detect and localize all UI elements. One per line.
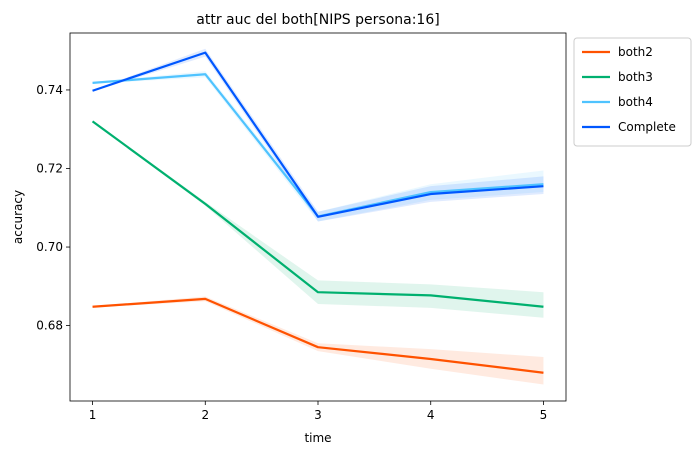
x-tick-label: 3 <box>314 408 322 422</box>
x-tick-label: 4 <box>427 408 435 422</box>
y-tick-label: 0.70 <box>36 240 63 254</box>
series-line-both2 <box>92 297 544 374</box>
chart-title: attr auc del both[NIPS persona:16] <box>196 12 439 28</box>
x-tick-label: 1 <box>89 408 97 422</box>
legend-label-both3: both3 <box>618 70 653 84</box>
band-both3 <box>92 120 544 318</box>
x-axis-label: time <box>304 431 331 445</box>
legend-box <box>573 37 692 147</box>
series-line-both3 <box>91 120 544 308</box>
band-both2 <box>92 296 544 385</box>
band-both4 <box>92 71 544 222</box>
y-tick-label: 0.72 <box>36 161 63 175</box>
legend: both2 both3 both4 Complete <box>573 37 692 147</box>
x-tick-label: 5 <box>540 408 548 422</box>
x-axis: 1 2 3 4 5 <box>89 401 548 422</box>
y-tick-label: 0.74 <box>36 83 63 97</box>
y-axis: 0.68 0.70 0.72 0.74 <box>36 83 70 333</box>
band-complete <box>92 48 544 222</box>
confidence-bands <box>92 48 544 385</box>
y-axis-label: accuracy <box>11 190 25 244</box>
legend-label-both2: both2 <box>618 45 653 59</box>
legend-label-both4: both4 <box>618 95 653 109</box>
x-tick-label: 2 <box>201 408 209 422</box>
series-line-complete <box>92 51 544 218</box>
legend-label-complete: Complete <box>618 120 676 134</box>
y-tick-label: 0.68 <box>36 319 63 333</box>
series-lines <box>91 51 544 374</box>
